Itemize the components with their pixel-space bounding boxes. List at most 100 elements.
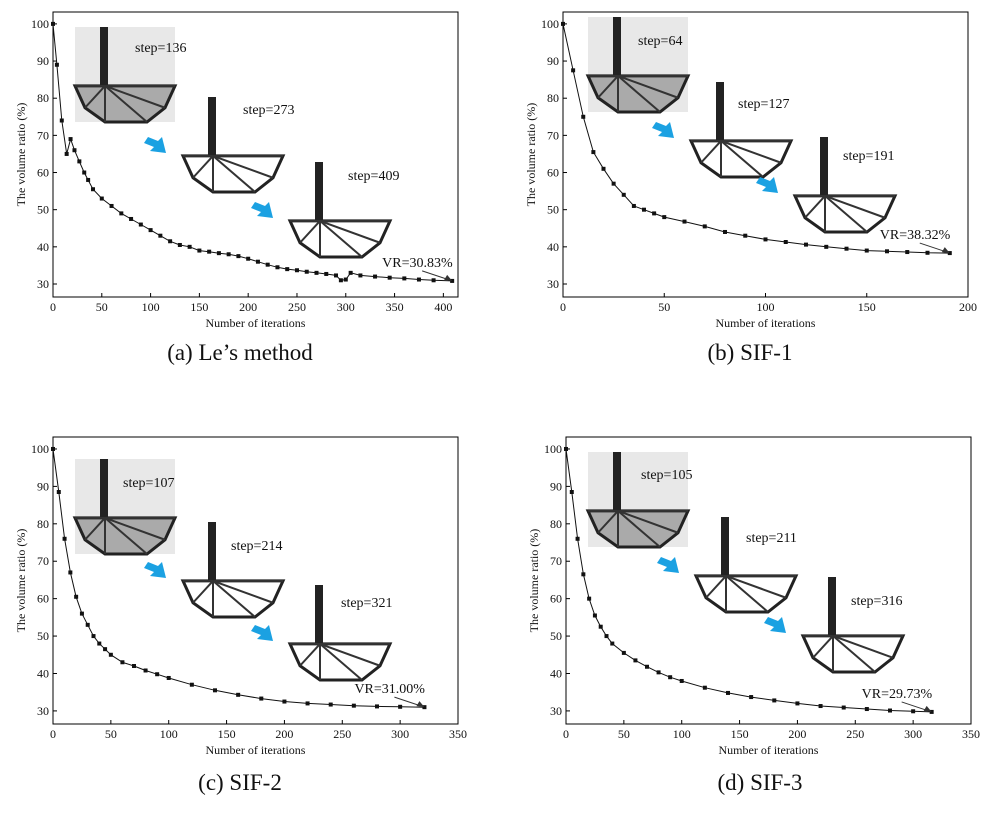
spoke bbox=[725, 574, 787, 599]
step-label: step=409 bbox=[348, 169, 399, 184]
structure-inset bbox=[287, 585, 393, 682]
vr-label: VR=38.32% bbox=[880, 228, 951, 243]
column bbox=[315, 585, 323, 644]
step-arrow bbox=[144, 562, 166, 578]
data-point bbox=[804, 242, 808, 247]
data-point bbox=[54, 62, 59, 67]
spoke bbox=[319, 220, 363, 258]
data-point bbox=[911, 709, 916, 714]
data-point bbox=[187, 244, 192, 249]
spoke bbox=[824, 195, 868, 233]
step-label: step=105 bbox=[641, 468, 692, 483]
data-point bbox=[138, 222, 143, 227]
spoke bbox=[597, 510, 619, 534]
data-point bbox=[416, 277, 421, 282]
data-point bbox=[79, 611, 84, 616]
caption: (b) SIF-1 bbox=[708, 340, 793, 365]
vr-label: VR=31.00% bbox=[354, 682, 425, 697]
data-point bbox=[68, 137, 73, 142]
data-point bbox=[189, 682, 194, 687]
step-label: step=211 bbox=[746, 531, 797, 546]
y-tick-label: 80 bbox=[547, 91, 559, 105]
step-label: step=316 bbox=[851, 594, 902, 609]
y-tick-label: 60 bbox=[37, 592, 49, 606]
y-tick-label: 80 bbox=[550, 517, 562, 531]
data-point bbox=[328, 702, 333, 707]
column bbox=[315, 162, 323, 221]
step-label: step=136 bbox=[135, 41, 186, 56]
y-tick-label: 60 bbox=[37, 166, 49, 180]
spoke bbox=[212, 579, 274, 604]
spoke bbox=[192, 155, 214, 179]
data-point bbox=[611, 181, 616, 186]
column bbox=[716, 82, 724, 141]
step-label: step=214 bbox=[231, 539, 282, 554]
data-point bbox=[285, 267, 290, 272]
spoke bbox=[212, 155, 256, 193]
x-tick-label: 300 bbox=[337, 300, 355, 314]
data-point bbox=[795, 701, 800, 706]
spoke bbox=[725, 575, 769, 613]
data-point bbox=[109, 203, 114, 208]
spoke bbox=[832, 635, 876, 673]
y-tick-label: 70 bbox=[37, 554, 49, 568]
spoke bbox=[597, 75, 619, 99]
data-point bbox=[282, 699, 287, 704]
caption: (a) Le’s method bbox=[167, 340, 313, 365]
vr-label: VR=29.73% bbox=[862, 687, 933, 702]
data-point bbox=[59, 118, 64, 123]
vr-arrowhead bbox=[416, 701, 425, 708]
data-point bbox=[818, 704, 823, 709]
structure-inset bbox=[688, 82, 794, 179]
data-point bbox=[132, 664, 136, 669]
spoke bbox=[319, 219, 381, 244]
data-point bbox=[656, 670, 661, 675]
step-arrow bbox=[756, 177, 778, 193]
data-point bbox=[82, 170, 87, 175]
data-point bbox=[177, 242, 182, 247]
y-tick-label: 70 bbox=[547, 128, 559, 142]
data-point bbox=[373, 274, 378, 279]
x-tick-label: 250 bbox=[288, 300, 306, 314]
data-point bbox=[642, 207, 646, 212]
spoke bbox=[212, 580, 256, 618]
step-arrow bbox=[251, 625, 273, 641]
x-tick-label: 350 bbox=[962, 727, 980, 741]
data-point bbox=[749, 695, 754, 700]
x-tick-label: 200 bbox=[275, 727, 293, 741]
y-tick-label: 60 bbox=[547, 166, 559, 180]
x-axis-label: Number of iterations bbox=[206, 743, 306, 757]
data-point bbox=[905, 250, 910, 255]
data-point bbox=[772, 698, 777, 703]
x-tick-label: 400 bbox=[434, 300, 452, 314]
data-point bbox=[304, 269, 309, 274]
data-point bbox=[255, 259, 260, 264]
data-point bbox=[108, 652, 113, 657]
data-point bbox=[610, 641, 615, 646]
inset-bg bbox=[803, 577, 903, 672]
x-tick-label: 0 bbox=[560, 300, 566, 314]
caption: (d) SIF-3 bbox=[718, 770, 803, 795]
x-tick-label: 250 bbox=[846, 727, 864, 741]
spoke bbox=[104, 517, 148, 555]
spoke bbox=[212, 154, 274, 179]
y-tick-label: 40 bbox=[37, 666, 49, 680]
data-point bbox=[601, 166, 606, 171]
data-point bbox=[431, 278, 436, 283]
x-tick-label: 50 bbox=[105, 727, 117, 741]
data-point bbox=[216, 251, 221, 256]
data-point bbox=[197, 248, 202, 253]
data-point bbox=[77, 159, 82, 164]
data-point bbox=[679, 678, 684, 683]
data-point bbox=[581, 572, 586, 577]
data-point bbox=[633, 658, 638, 663]
data-point bbox=[723, 229, 727, 234]
structure-inset bbox=[800, 577, 906, 674]
x-tick-label: 150 bbox=[858, 300, 876, 314]
step-label: step=273 bbox=[243, 103, 294, 118]
data-point bbox=[621, 650, 626, 655]
data-point bbox=[265, 262, 270, 267]
data-point bbox=[324, 271, 329, 276]
data-point bbox=[652, 211, 657, 216]
data-point bbox=[591, 150, 596, 155]
